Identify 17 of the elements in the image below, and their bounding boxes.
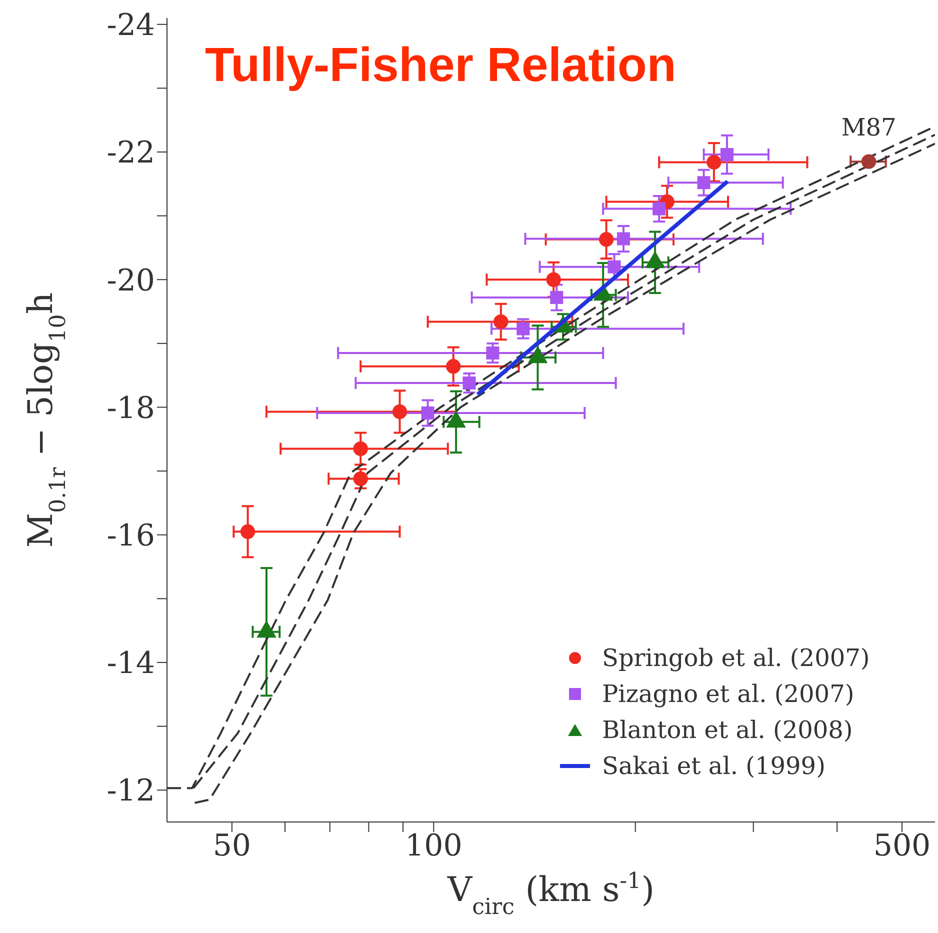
legend-label: Sakai et al. (1999) xyxy=(602,751,826,782)
y-tick-label: -22 xyxy=(106,136,155,171)
x-tick-label: 50 xyxy=(212,828,252,864)
legend-label: Springob et al. (2007) xyxy=(602,643,870,674)
y-tick-label: -12 xyxy=(106,774,155,809)
y-tick-label: -16 xyxy=(106,518,155,554)
x-axis-title: V$_{circ}$ (km s$^{-1}$) xyxy=(446,868,654,920)
chart-title: Tully-Fisher Relation xyxy=(205,38,676,93)
legend-label: Pizagno et al. (2007) xyxy=(602,679,854,710)
x-tick-label: 500 xyxy=(873,828,931,864)
x-tick-label: 100 xyxy=(405,828,462,864)
annotation: M87 xyxy=(841,114,896,142)
y-tick-label: -14 xyxy=(106,646,155,682)
y-tick-label: -24 xyxy=(106,8,155,44)
y-tick-label: -20 xyxy=(106,263,155,298)
legend-label: Blanton et al. (2008) xyxy=(602,715,853,746)
y-tick-label: -18 xyxy=(106,390,155,426)
